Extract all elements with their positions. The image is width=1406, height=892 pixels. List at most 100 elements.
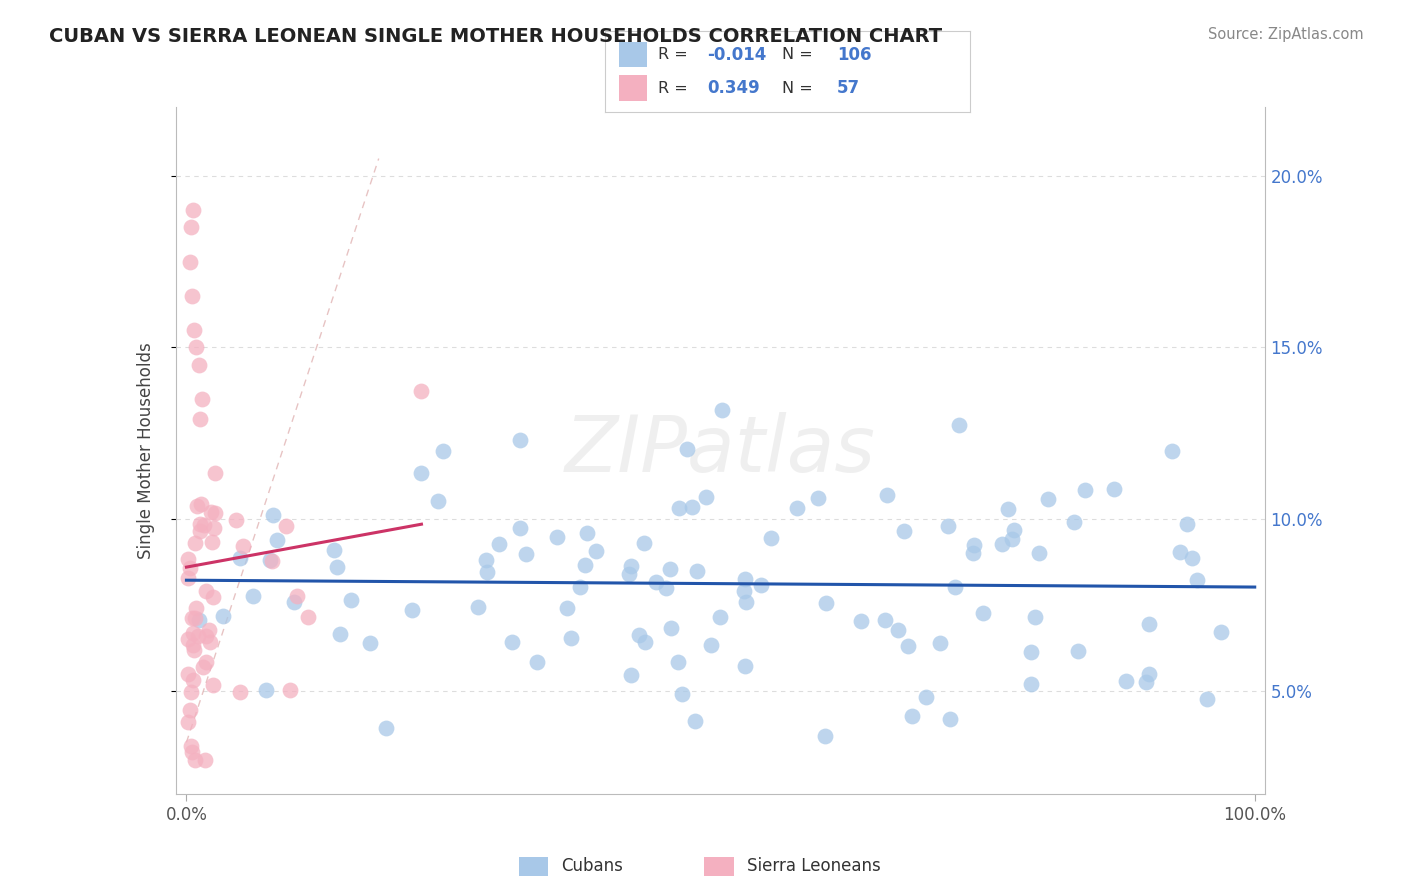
Point	[179, 703, 201, 717]
Point	[266, 533, 288, 547]
Point	[991, 537, 1014, 551]
Point	[1209, 624, 1232, 639]
Point	[875, 613, 897, 627]
Point	[177, 667, 200, 681]
Point	[734, 572, 756, 586]
Point	[733, 583, 755, 598]
Point	[509, 521, 531, 535]
Point	[1175, 516, 1198, 531]
Text: CUBAN VS SIERRA LEONEAN SINGLE MOTHER HOUSEHOLDS CORRELATION CHART: CUBAN VS SIERRA LEONEAN SINGLE MOTHER HO…	[49, 27, 942, 45]
Point	[190, 497, 212, 511]
Point	[180, 220, 202, 235]
Text: 57: 57	[837, 79, 860, 97]
Point	[1067, 644, 1090, 658]
Point	[709, 609, 731, 624]
Point	[963, 538, 986, 552]
Point	[259, 553, 281, 567]
Point	[1161, 444, 1184, 458]
Text: N =: N =	[782, 47, 818, 62]
Point	[325, 560, 347, 574]
Point	[585, 544, 607, 558]
Point	[184, 340, 207, 354]
Point	[188, 412, 211, 426]
Point	[915, 690, 938, 704]
Bar	[704, 857, 734, 876]
Point	[179, 254, 201, 268]
Text: ZIPatlas: ZIPatlas	[565, 412, 876, 489]
Point	[177, 571, 200, 585]
Text: -0.014: -0.014	[707, 45, 766, 63]
Point	[901, 709, 924, 723]
Point	[375, 722, 398, 736]
Point	[526, 655, 548, 669]
Text: Source: ZipAtlas.com: Source: ZipAtlas.com	[1208, 27, 1364, 42]
Point	[943, 580, 966, 594]
Point	[177, 715, 200, 730]
Point	[886, 623, 908, 637]
Point	[262, 508, 284, 523]
Point	[668, 501, 690, 516]
Point	[200, 505, 222, 519]
Point	[501, 635, 523, 649]
Bar	[619, 75, 647, 101]
Point	[181, 745, 204, 759]
Text: 106: 106	[837, 45, 872, 63]
Point	[180, 739, 202, 753]
Point	[198, 624, 221, 638]
Point	[749, 578, 772, 592]
Point	[786, 501, 808, 516]
Point	[188, 358, 211, 372]
Point	[180, 611, 202, 625]
Point	[814, 729, 837, 743]
Point	[633, 536, 655, 550]
Point	[180, 289, 202, 303]
Point	[186, 499, 208, 513]
Point	[1137, 667, 1160, 681]
Text: 0.349: 0.349	[707, 79, 759, 97]
Point	[198, 635, 221, 649]
Point	[1028, 546, 1050, 560]
Bar	[519, 857, 548, 876]
Point	[193, 517, 215, 532]
Point	[546, 530, 568, 544]
Point	[972, 607, 994, 621]
Point	[948, 417, 970, 432]
Point	[1036, 492, 1059, 507]
Point	[184, 753, 207, 767]
Point	[619, 567, 641, 582]
Point	[323, 542, 346, 557]
Point	[232, 539, 254, 553]
Point	[181, 638, 204, 652]
Text: Sierra Leoneans: Sierra Leoneans	[747, 857, 880, 875]
Point	[181, 673, 204, 687]
Point	[329, 626, 352, 640]
Point	[183, 643, 205, 657]
Text: R =: R =	[658, 47, 693, 62]
Point	[201, 534, 224, 549]
Point	[1135, 675, 1157, 690]
Point	[183, 535, 205, 549]
Point	[204, 506, 226, 520]
Point	[634, 635, 657, 649]
Point	[180, 685, 202, 699]
Point	[560, 631, 582, 645]
Point	[575, 525, 598, 540]
Point	[229, 685, 252, 699]
Point	[276, 518, 298, 533]
Point	[962, 546, 984, 560]
Point	[710, 403, 733, 417]
Point	[645, 574, 668, 589]
Point	[735, 595, 758, 609]
Point	[1102, 482, 1125, 496]
Point	[1115, 673, 1137, 688]
Point	[509, 434, 531, 448]
Point	[1181, 551, 1204, 566]
Point	[675, 442, 697, 456]
Point	[1074, 483, 1097, 497]
Point	[177, 552, 200, 566]
Point	[620, 668, 643, 682]
Point	[194, 753, 217, 767]
Point	[1168, 545, 1191, 559]
Point	[1137, 617, 1160, 632]
Point	[928, 636, 950, 650]
